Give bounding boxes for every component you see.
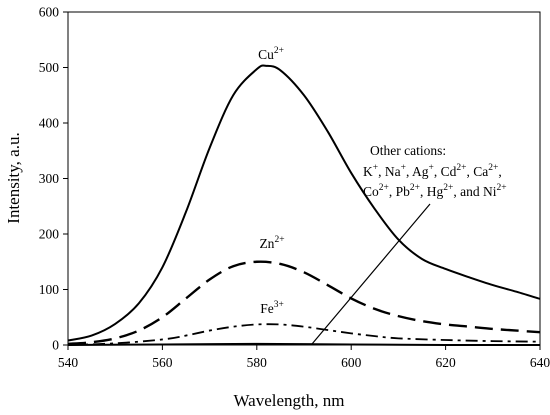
zn-label: Zn2+ (259, 235, 284, 251)
annotation-group: Cu2+ Zn2+ Fe3+ Other cations: K+, Na+, Ag+, … (258, 46, 507, 345)
x-axis-title: Wavelength, nm (234, 391, 345, 410)
y-tick-label: 200 (39, 227, 60, 242)
x-tick-label: 540 (58, 355, 79, 370)
series-line-2 (67, 323, 541, 346)
other-cations-line-3: Co2+, Pb2+, Hg2+, and Ni2+ (363, 183, 507, 199)
x-tick-label: 640 (530, 355, 550, 370)
y-tick-label: 300 (39, 171, 60, 186)
fe-label: Fe3+ (260, 300, 284, 316)
cu-label: Cu2+ (258, 46, 284, 62)
other-cations-title: Other cations: (370, 143, 446, 158)
leader-line (311, 203, 431, 345)
y-tick-label: 600 (39, 5, 60, 20)
y-tick-label: 0 (52, 338, 59, 353)
x-tick-label: 620 (435, 355, 456, 370)
x-tick-label: 580 (247, 355, 268, 370)
other-cations-line-2: K+, Na+, Ag+, Cd2+, Ca2+, (363, 163, 502, 179)
x-tick-label: 600 (341, 355, 362, 370)
series-line-1 (67, 260, 541, 346)
y-tick-label: 400 (39, 116, 60, 131)
y-tick-label: 100 (39, 282, 60, 297)
x-tick-label: 560 (152, 355, 173, 370)
series-line-0 (67, 64, 541, 342)
series-group (67, 64, 541, 347)
y-tick-label: 500 (39, 60, 60, 75)
y-axis-title: Intensity, a.u. (4, 132, 23, 223)
